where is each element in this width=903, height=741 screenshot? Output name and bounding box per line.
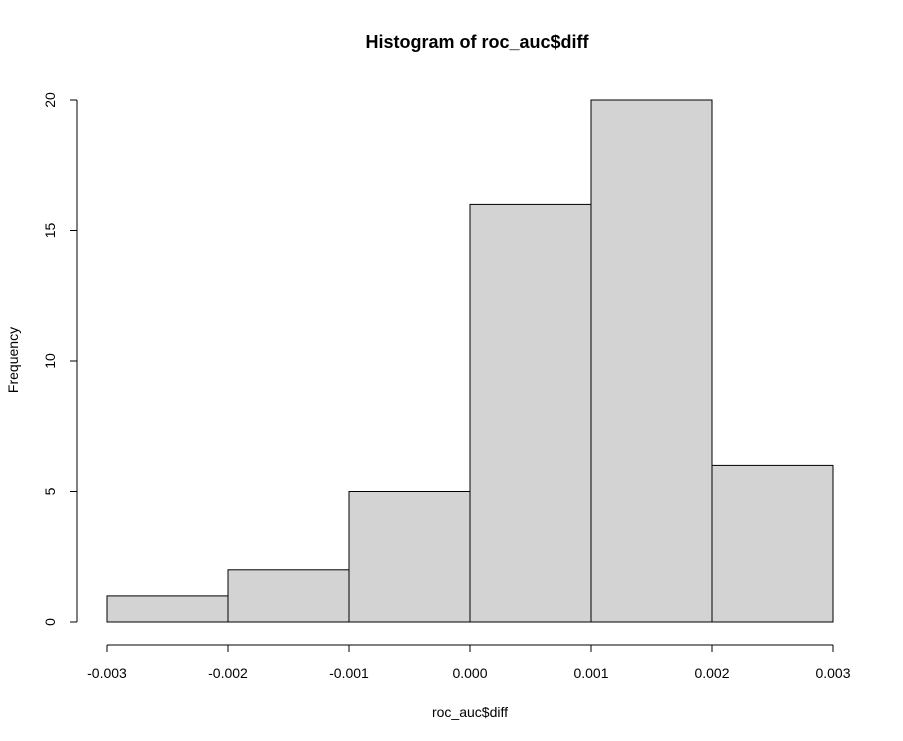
y-tick-label: 10 <box>42 353 58 369</box>
histogram-bar-6 <box>712 465 833 622</box>
y-axis: 0 5 10 15 20 <box>42 92 77 626</box>
x-tick-label: 0.002 <box>694 665 729 681</box>
histogram-bar-2 <box>228 570 349 622</box>
x-tick-label: 0.000 <box>452 665 487 681</box>
y-tick-label: 20 <box>42 92 58 108</box>
histogram-bar-1 <box>107 596 228 622</box>
bars-group <box>107 100 833 622</box>
x-axis-label: roc_auc$diff <box>432 704 508 720</box>
histogram-bar-3 <box>349 492 470 623</box>
y-tick-label: 5 <box>42 487 58 495</box>
y-axis-label: Frequency <box>5 327 21 393</box>
histogram-bar-4 <box>470 204 591 622</box>
histogram-bar-5 <box>591 100 712 622</box>
x-axis: -0.003 -0.002 -0.001 0.000 0.001 0.002 0.003 <box>87 645 851 681</box>
x-tick-label: 0.001 <box>573 665 608 681</box>
x-tick-label: -0.002 <box>208 665 248 681</box>
y-tick-label: 15 <box>42 223 58 239</box>
x-tick-label: -0.001 <box>329 665 369 681</box>
x-tick-label: -0.003 <box>87 665 127 681</box>
x-tick-label: 0.003 <box>815 665 850 681</box>
chart-title: Histogram of roc_auc$diff <box>365 32 589 52</box>
y-tick-label: 0 <box>42 618 58 626</box>
